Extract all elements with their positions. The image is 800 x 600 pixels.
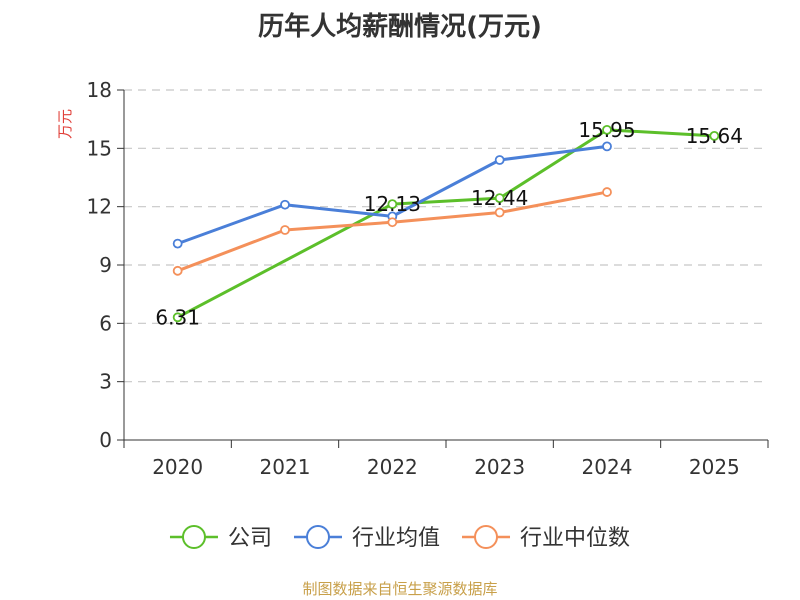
data-label: 12.13 xyxy=(364,192,421,216)
y-tick-label: 15 xyxy=(87,136,112,160)
data-label: 6.31 xyxy=(155,305,200,329)
data-point xyxy=(602,187,612,197)
data-point xyxy=(494,193,505,204)
grid-lines xyxy=(124,89,768,383)
legend-marker-1 xyxy=(305,525,330,549)
y-tick-label: 3 xyxy=(99,370,112,394)
data-point xyxy=(172,312,183,323)
y-tick-label: 9 xyxy=(99,253,112,277)
legend-marker-2 xyxy=(474,525,499,549)
y-tick-label: 18 xyxy=(87,78,112,102)
data-point xyxy=(172,238,183,249)
series-line-0 xyxy=(176,128,715,319)
data-point xyxy=(280,225,290,235)
data-point xyxy=(387,217,398,228)
data-point xyxy=(602,124,612,135)
data-point xyxy=(172,265,183,276)
data-point xyxy=(387,199,398,210)
series-lines xyxy=(172,124,720,323)
x-tick-label: 2023 xyxy=(474,455,525,479)
y-tick-label: 6 xyxy=(99,311,112,335)
legend-marker-0 xyxy=(181,525,206,549)
axes: 0 3 6 9 12 15 18 2020 2021 2022 2023 2024 2025 xyxy=(87,78,769,479)
y-tick-label: 0 xyxy=(99,428,112,452)
legend: 公司 行业均值 行业中位数 xyxy=(169,525,630,551)
data-point xyxy=(494,155,505,165)
x-tick-label: 2024 xyxy=(582,455,633,479)
data-point xyxy=(494,207,505,218)
x-tick-label: 2020 xyxy=(152,455,203,479)
data-point xyxy=(280,199,290,210)
data-label: 15.95 xyxy=(578,118,635,142)
data-label: 12.44 xyxy=(471,186,528,210)
x-tick-label: 2025 xyxy=(689,455,740,479)
data-point xyxy=(709,130,720,141)
chart-title: 历年人均薪酬情况(万元) xyxy=(258,12,542,42)
legend-label-2: 行业中位数 xyxy=(520,526,630,551)
x-tick-label: 2021 xyxy=(260,455,311,479)
data-labels: 6.31 12.13 12.44 15.95 15.64 xyxy=(155,118,743,329)
data-point xyxy=(602,141,612,152)
y-tick-label: 12 xyxy=(87,195,112,219)
y-axis-title: 万元 xyxy=(56,109,74,139)
source-note: 制图数据来自恒生聚源数据库 xyxy=(302,580,498,598)
x-tick-label: 2022 xyxy=(367,455,418,479)
legend-label-0: 公司 xyxy=(228,526,272,551)
data-label: 15.64 xyxy=(686,124,743,148)
legend-label-1: 行业均值 xyxy=(352,526,440,551)
